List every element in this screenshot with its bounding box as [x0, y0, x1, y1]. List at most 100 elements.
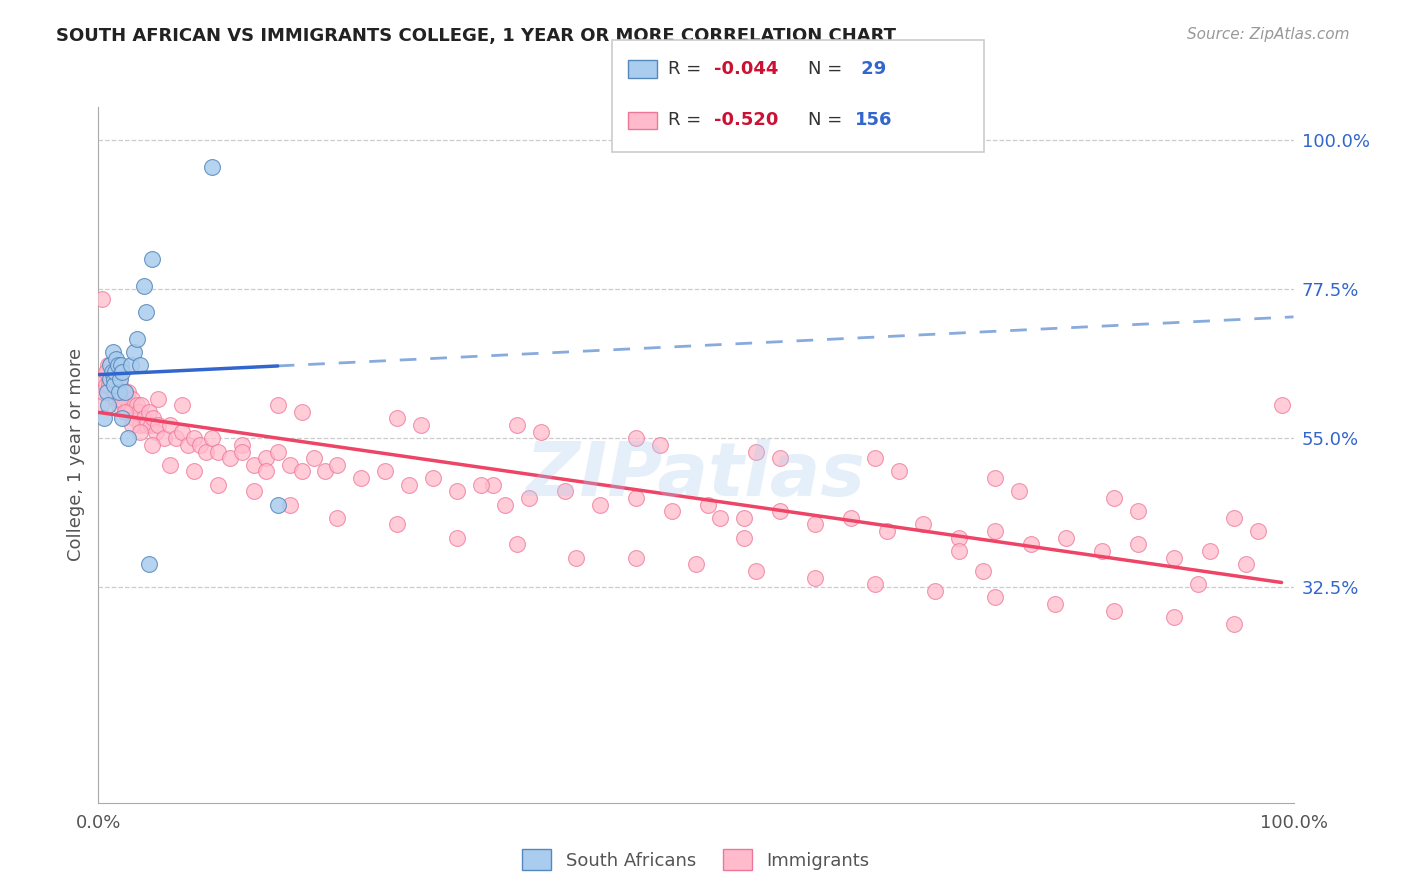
Point	[159, 418, 181, 433]
Point	[1019, 537, 1042, 551]
Point	[91, 292, 114, 306]
Point	[231, 438, 253, 452]
Point	[1128, 537, 1150, 551]
Point	[138, 405, 160, 419]
Point	[131, 398, 153, 412]
Point	[889, 465, 911, 479]
Point	[118, 398, 141, 412]
Point	[267, 498, 290, 512]
Text: R =: R =	[668, 112, 707, 129]
Point	[96, 365, 118, 379]
Point	[100, 365, 122, 379]
Point	[103, 384, 125, 399]
Point	[1104, 604, 1126, 618]
Point	[626, 491, 648, 505]
Point	[108, 372, 131, 386]
Point	[745, 444, 768, 458]
Point	[111, 411, 134, 425]
Point	[470, 477, 492, 491]
Text: Source: ZipAtlas.com: Source: ZipAtlas.com	[1187, 27, 1350, 42]
Point	[115, 405, 138, 419]
Point	[165, 431, 187, 445]
Point	[1163, 550, 1185, 565]
Point	[291, 405, 314, 419]
Point	[911, 517, 934, 532]
Point	[1234, 558, 1257, 572]
Point	[110, 392, 132, 406]
Point	[506, 418, 529, 433]
Point	[132, 411, 155, 425]
Point	[129, 425, 152, 439]
Point	[145, 425, 167, 439]
Point	[129, 418, 152, 433]
Point	[506, 537, 529, 551]
Point	[104, 372, 127, 386]
Point	[94, 378, 117, 392]
Point	[972, 564, 994, 578]
Point	[120, 359, 142, 373]
Point	[103, 378, 125, 392]
Point	[1223, 616, 1246, 631]
Point	[243, 484, 266, 499]
Point	[876, 524, 898, 538]
Point	[267, 444, 290, 458]
Point	[101, 378, 124, 392]
Point	[626, 550, 648, 565]
Point	[105, 351, 128, 366]
Point	[517, 491, 540, 505]
Point	[90, 398, 112, 412]
Point	[865, 451, 887, 466]
Point	[254, 451, 277, 466]
Point	[108, 378, 131, 392]
Point	[494, 498, 516, 512]
Point	[104, 365, 127, 379]
Point	[97, 398, 120, 412]
Point	[1271, 398, 1294, 412]
Point	[98, 359, 122, 373]
Point	[626, 431, 648, 445]
Text: ZIPatlas: ZIPatlas	[526, 439, 866, 512]
Point	[107, 384, 129, 399]
Point	[139, 418, 162, 433]
Point	[121, 392, 143, 406]
Point	[984, 471, 1007, 485]
Point	[117, 431, 139, 445]
Point	[685, 558, 707, 572]
Text: N =: N =	[808, 112, 848, 129]
Point	[94, 365, 117, 379]
Point	[110, 359, 132, 373]
Point	[554, 484, 576, 499]
Point	[745, 564, 768, 578]
Legend: South Africans, Immigrants: South Africans, Immigrants	[515, 842, 877, 877]
Point	[1104, 491, 1126, 505]
Point	[231, 444, 253, 458]
Point	[121, 418, 143, 433]
Point	[278, 458, 301, 472]
Point	[201, 160, 224, 174]
Point	[148, 418, 170, 433]
Point	[984, 524, 1007, 538]
Point	[278, 498, 301, 512]
Point	[385, 517, 409, 532]
Text: SOUTH AFRICAN VS IMMIGRANTS COLLEGE, 1 YEAR OR MORE CORRELATION CHART: SOUTH AFRICAN VS IMMIGRANTS COLLEGE, 1 Y…	[56, 27, 896, 45]
Point	[1223, 511, 1246, 525]
Point	[411, 418, 433, 433]
Point	[159, 458, 181, 472]
Point	[115, 392, 138, 406]
Point	[1128, 504, 1150, 518]
Point	[114, 405, 136, 419]
Point	[254, 465, 277, 479]
Point	[114, 384, 136, 399]
Point	[207, 477, 229, 491]
Text: 29: 29	[855, 60, 886, 78]
Point	[326, 458, 349, 472]
Point	[183, 431, 205, 445]
Point	[446, 484, 468, 499]
Point	[207, 444, 229, 458]
Point	[148, 392, 170, 406]
Point	[589, 498, 612, 512]
Point	[97, 359, 120, 373]
Point	[350, 471, 373, 485]
Point	[1163, 610, 1185, 624]
Point	[100, 372, 122, 386]
